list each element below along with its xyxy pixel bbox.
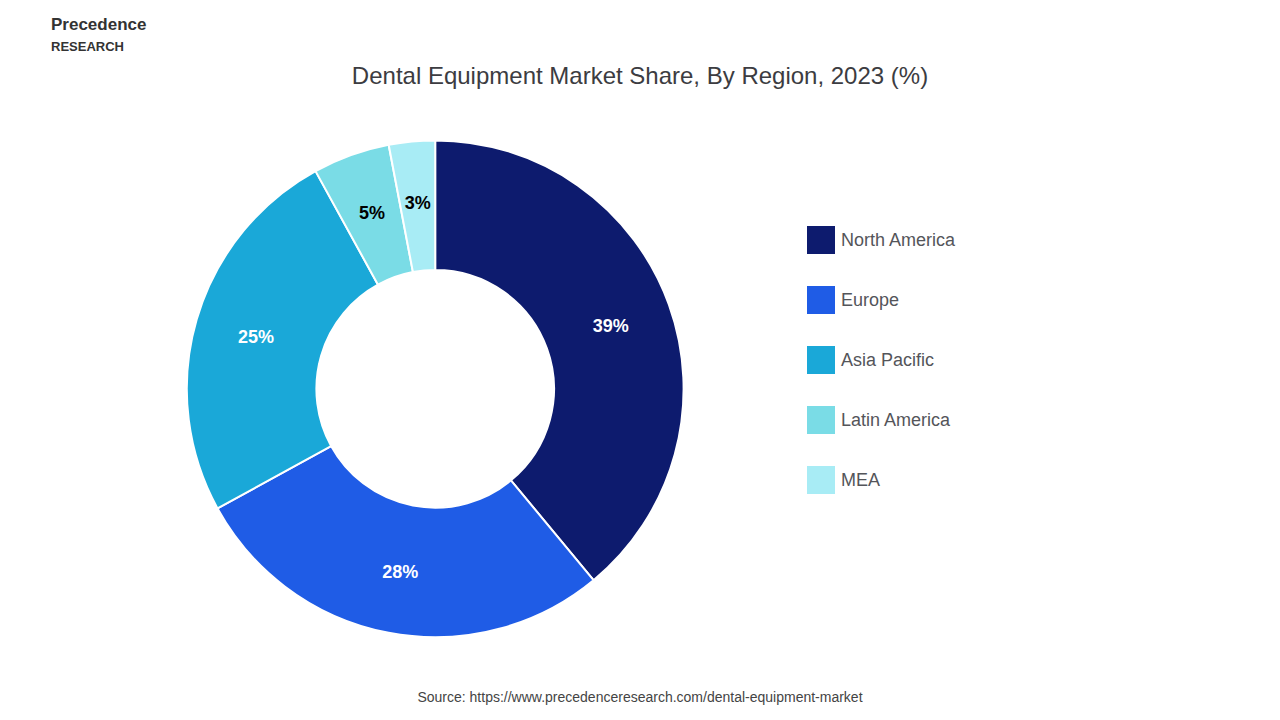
svg-text:Precedence: Precedence	[51, 15, 146, 34]
svg-text:RESEARCH: RESEARCH	[51, 39, 124, 54]
svg-text:Latin America: Latin America	[841, 410, 951, 430]
svg-text:Source: https://www.precedence: Source: https://www.precedenceresearch.c…	[417, 689, 862, 705]
svg-text:MEA: MEA	[841, 470, 880, 490]
svg-text:39%: 39%	[593, 316, 629, 336]
svg-text:3%: 3%	[405, 193, 431, 213]
svg-text:Europe: Europe	[841, 290, 899, 310]
svg-text:Asia Pacific: Asia Pacific	[841, 350, 934, 370]
svg-text:5%: 5%	[359, 203, 385, 223]
svg-text:25%: 25%	[238, 327, 274, 347]
svg-text:28%: 28%	[382, 562, 418, 582]
svg-text:Dental Equipment Market Share,: Dental Equipment Market Share, By Region…	[352, 62, 928, 89]
svg-text:North America: North America	[841, 230, 956, 250]
